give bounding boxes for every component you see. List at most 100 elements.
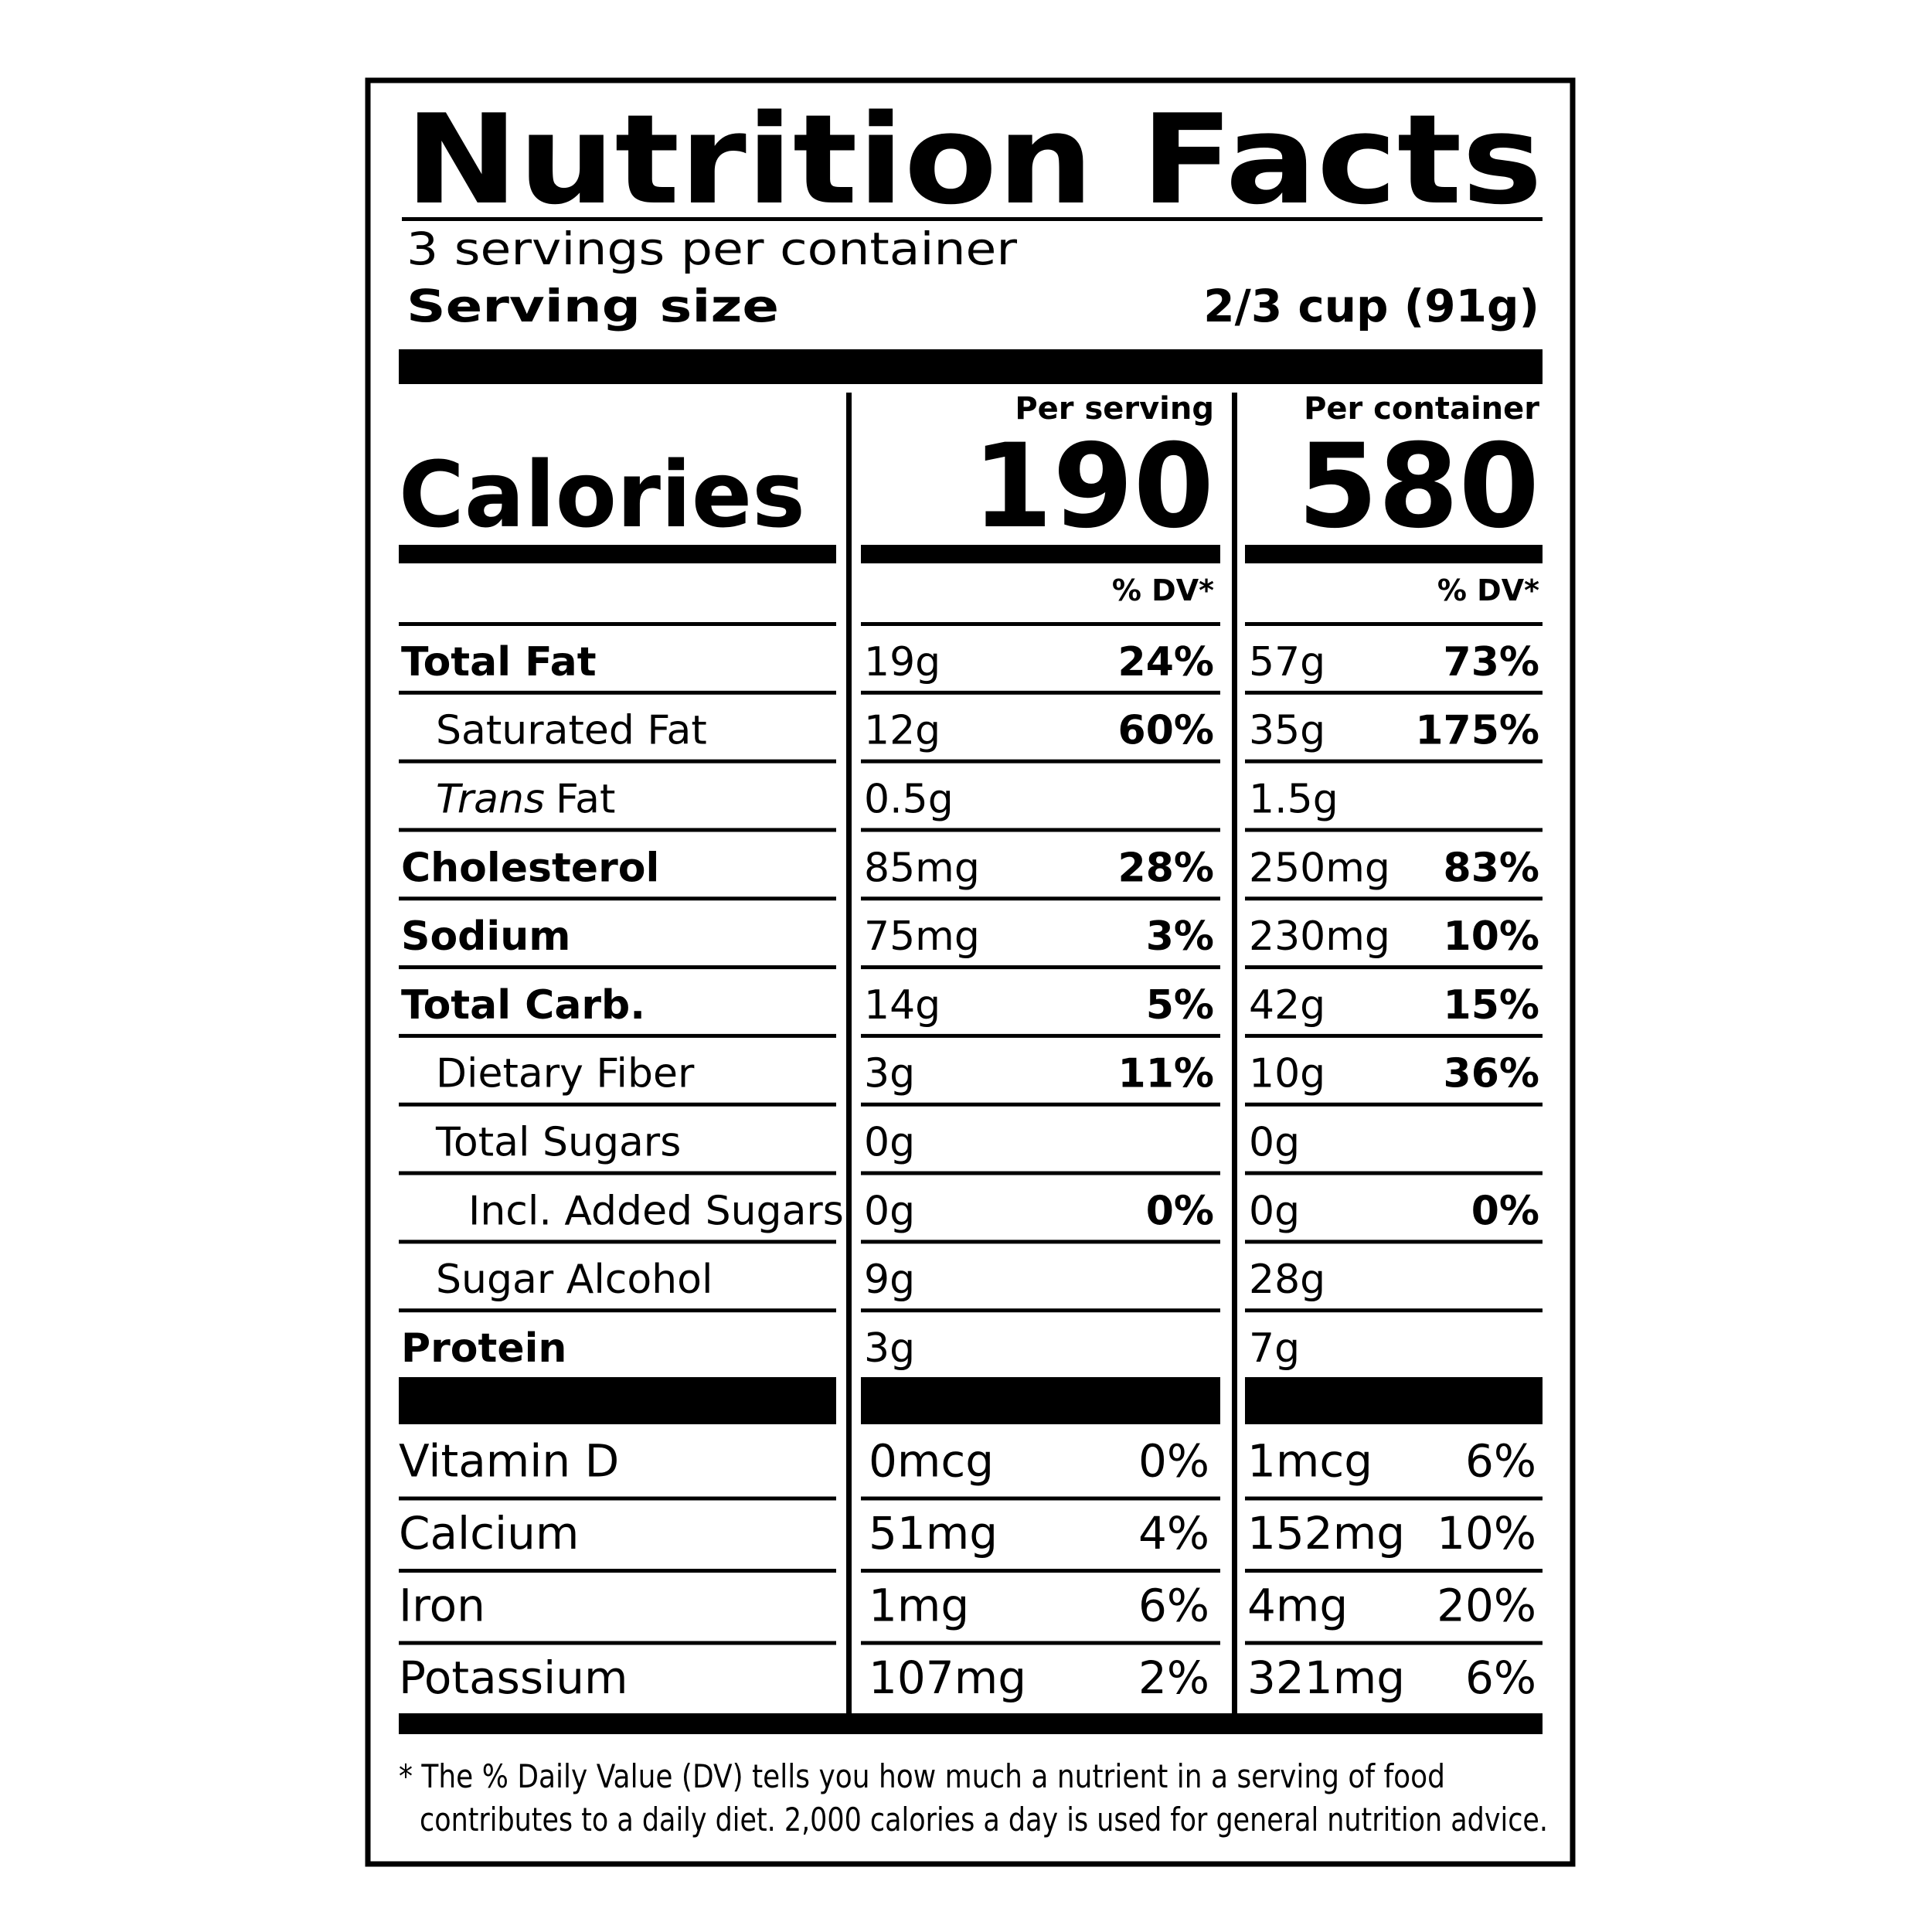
row-rule <box>1245 965 1543 970</box>
thick-bar <box>399 349 1543 384</box>
amount-serving: 75mg <box>864 913 980 960</box>
amount-container: 1mcg <box>1247 1435 1372 1488</box>
nutrient-name: Trans Fat <box>436 776 615 822</box>
dv-serving: 24% <box>1118 639 1214 685</box>
amount-container: 0g <box>1249 1120 1300 1166</box>
row-rule <box>399 1641 836 1645</box>
row-rule <box>861 1569 1220 1573</box>
row-rule <box>861 1171 1220 1175</box>
serving-size-value: 2/3 cup (91g) <box>1203 280 1539 332</box>
amount-serving: 19g <box>864 639 940 685</box>
amount-container: 1.5g <box>1249 776 1338 822</box>
dv-header: % DV* <box>1112 573 1214 607</box>
row-rule <box>399 622 836 626</box>
dv-header: % DV* <box>1437 573 1539 607</box>
amount-container: 28g <box>1249 1257 1325 1303</box>
vitamin-name: Iron <box>399 1580 485 1632</box>
dv-serving: 3% <box>1146 913 1214 960</box>
dv-serving: 28% <box>1118 845 1214 891</box>
row-rule <box>399 828 836 832</box>
row-rule <box>399 1496 836 1501</box>
dv-container: 20% <box>1437 1580 1536 1632</box>
dv-serving: 5% <box>1146 982 1214 1029</box>
nutrient-name-italic: Trans <box>436 776 545 822</box>
row-rule <box>399 1102 836 1107</box>
thick-bar <box>399 1377 836 1424</box>
title: Nutrition Facts <box>405 87 1543 232</box>
amount-serving: 107mg <box>869 1651 1026 1704</box>
nutrient-name: Saturated Fat <box>436 708 707 754</box>
row-rule <box>399 1033 836 1038</box>
amount-container: 152mg <box>1247 1507 1405 1560</box>
amount-serving: 12g <box>864 708 940 754</box>
amount-container: 10g <box>1249 1051 1325 1097</box>
amount-serving: 0g <box>864 1188 915 1234</box>
amount-serving: 51mg <box>869 1507 998 1560</box>
column-divider <box>846 393 852 1713</box>
nutrient-name: Sugar Alcohol <box>436 1257 713 1303</box>
row-rule <box>399 1240 836 1244</box>
amount-container: 4mg <box>1247 1580 1348 1632</box>
thick-bar <box>1245 1377 1543 1424</box>
row-rule <box>1245 759 1543 764</box>
row-rule <box>1245 1496 1543 1501</box>
dv-serving: 0% <box>1146 1188 1214 1234</box>
dv-container: 175% <box>1415 708 1539 754</box>
dv-container: 10% <box>1437 1507 1536 1560</box>
thick-bar <box>399 1713 1543 1734</box>
amount-serving: 0g <box>864 1120 915 1166</box>
dv-container: 73% <box>1444 639 1539 685</box>
amount-container: 230mg <box>1249 913 1390 960</box>
amount-serving: 3g <box>864 1325 915 1372</box>
amount-container: 35g <box>1249 708 1325 754</box>
row-rule <box>1245 1102 1543 1107</box>
row-rule <box>1245 1308 1543 1313</box>
dv-container: 15% <box>1444 982 1539 1029</box>
dv-serving: 60% <box>1118 708 1214 754</box>
amount-container: 0g <box>1249 1188 1300 1234</box>
amount-container: 42g <box>1249 982 1325 1029</box>
calories-per-serving: 190 <box>972 420 1214 554</box>
nutrient-name: Incl. Added Sugars <box>468 1188 844 1234</box>
column-divider <box>1232 393 1237 1713</box>
row-rule <box>399 690 836 695</box>
amount-container: 7g <box>1249 1325 1300 1372</box>
thick-bar <box>861 1377 1220 1424</box>
row-rule <box>399 1308 836 1313</box>
rule <box>402 217 1543 221</box>
row-rule <box>861 1102 1220 1107</box>
row-rule <box>1245 828 1543 832</box>
amount-serving: 0.5g <box>864 776 954 822</box>
row-rule <box>399 896 836 901</box>
row-rule <box>861 759 1220 764</box>
row-rule <box>861 828 1220 832</box>
nutrient-name: Dietary Fiber <box>436 1051 695 1097</box>
row-rule <box>861 622 1220 626</box>
row-rule <box>861 1033 1220 1038</box>
row-rule <box>861 1240 1220 1244</box>
dv-container: 0% <box>1471 1188 1539 1234</box>
row-rule <box>399 1569 836 1573</box>
dv-container: 6% <box>1465 1651 1536 1704</box>
footnote: * The % Daily Value (DV) tells you how m… <box>399 1757 1445 1795</box>
thick-bar <box>1245 545 1543 563</box>
dv-serving: 2% <box>1138 1651 1209 1704</box>
footnote: contributes to a daily diet. 2,000 calor… <box>420 1801 1548 1838</box>
calories-per-container: 580 <box>1298 420 1539 554</box>
amount-serving: 9g <box>864 1257 915 1303</box>
row-rule <box>861 1308 1220 1313</box>
nutrient-name: Total Fat <box>401 639 597 685</box>
nutrient-name: Total Carb. <box>401 982 645 1029</box>
nutrient-name: Protein <box>401 1325 566 1372</box>
amount-serving: 1mg <box>869 1580 969 1632</box>
row-rule <box>861 690 1220 695</box>
row-rule <box>861 1496 1220 1501</box>
dv-serving: 4% <box>1138 1507 1209 1560</box>
nutrient-name: Sodium <box>401 913 570 960</box>
amount-container: 57g <box>1249 639 1325 685</box>
vitamin-name: Vitamin D <box>399 1435 619 1488</box>
row-rule <box>861 896 1220 901</box>
per-container-header: Per container <box>1304 391 1539 427</box>
row-rule <box>1245 896 1543 901</box>
